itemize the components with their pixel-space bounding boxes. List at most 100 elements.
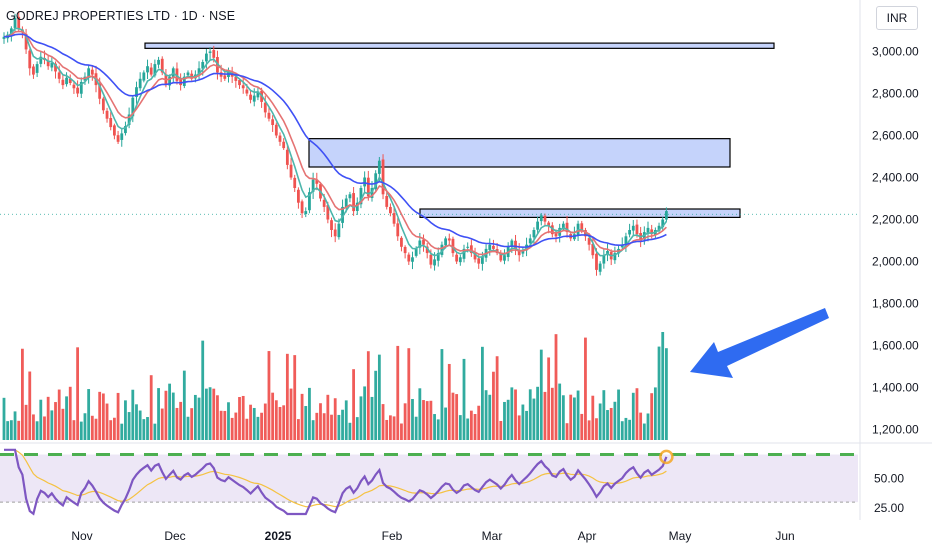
volume-bar — [186, 416, 190, 440]
candle-body — [628, 230, 631, 235]
candle-body — [35, 64, 39, 73]
currency-badge[interactable]: INR — [876, 6, 918, 30]
y-tick-label: 1,400.00 — [872, 381, 919, 395]
volume-bar — [138, 410, 142, 440]
candle-body — [271, 119, 275, 125]
volume-bar — [436, 419, 440, 440]
volume-bar — [495, 356, 499, 440]
candle-body — [315, 180, 319, 184]
volume-bar — [168, 383, 171, 440]
volume-bar — [447, 363, 451, 440]
zone-rectangle — [144, 42, 775, 49]
volume-bar — [543, 391, 547, 440]
volume-bar — [554, 334, 558, 440]
volume-bar — [153, 423, 157, 440]
candle-body — [492, 245, 495, 249]
volume-bar — [514, 389, 517, 440]
volume-bar — [609, 407, 613, 440]
candle-body — [385, 195, 389, 207]
volume-bar — [274, 400, 278, 440]
volume-bar — [344, 400, 348, 440]
volume-bar — [359, 396, 363, 440]
candle-body — [381, 159, 385, 195]
volume-bar — [576, 390, 580, 440]
volume-bar — [561, 395, 565, 440]
volume-bar — [411, 398, 414, 440]
volume-bars — [2, 332, 668, 440]
volume-bar — [171, 392, 175, 440]
volume-bar — [587, 420, 591, 440]
volume-bar — [484, 390, 488, 440]
volume-bar — [613, 401, 617, 440]
volume-bar — [146, 417, 149, 440]
candle-body — [120, 133, 124, 140]
candle-body — [488, 244, 492, 250]
volume-bar — [263, 403, 267, 440]
candle-body — [650, 229, 654, 235]
candle-body — [116, 135, 120, 142]
volume-bar — [506, 399, 510, 440]
volume-bar — [311, 420, 315, 440]
volume-bar — [639, 412, 643, 440]
candle-body — [510, 240, 514, 247]
candle-body — [131, 97, 135, 117]
volume-bar — [50, 410, 54, 440]
volume-bar — [355, 417, 359, 440]
x-tick-label: Feb — [382, 529, 403, 543]
chart-title: GODREJ PROPERTIES LTD · 1D · NSE — [6, 9, 236, 23]
rsi-tick-label: 25.00 — [874, 501, 904, 515]
volume-bar — [315, 412, 319, 440]
candle-body — [39, 56, 43, 64]
candle-body — [400, 237, 403, 247]
candle-body — [595, 253, 598, 270]
volume-bar — [57, 389, 61, 440]
candle-body — [17, 16, 21, 30]
candle-body — [308, 192, 311, 211]
candle-body — [429, 254, 433, 265]
candle-body — [223, 75, 227, 79]
axes: 3,000.00 2,800.00 2,600.00 2,400.00 2,200.00… — [0, 0, 919, 543]
candle-body — [539, 215, 543, 222]
volume-bar — [39, 399, 43, 440]
volume-bar — [179, 401, 183, 440]
candle-body — [447, 238, 451, 241]
volume-bar — [238, 397, 241, 440]
volume-bar — [591, 395, 595, 440]
candle-body — [418, 240, 422, 248]
candle-body — [606, 251, 609, 255]
candle-body — [481, 256, 484, 264]
candle-body — [422, 239, 425, 245]
volume-bar — [462, 358, 466, 440]
volume-bar — [381, 404, 385, 440]
volume-bar — [120, 423, 124, 440]
rsi-ma-line — [4, 449, 667, 508]
candle-body — [661, 219, 665, 228]
candle-body — [212, 50, 216, 58]
volume-bar — [278, 406, 282, 440]
volume-bar — [252, 407, 256, 440]
volume-bar — [642, 423, 646, 440]
volume-bar — [124, 400, 127, 440]
candle-body — [76, 87, 79, 94]
y-tick-label: 2,800.00 — [872, 87, 919, 101]
candle-body — [90, 69, 94, 75]
x-tick-label: Mar — [482, 529, 503, 543]
moving-averages — [3, 27, 668, 259]
volume-bar — [433, 414, 436, 440]
volume-bar — [385, 419, 389, 440]
volume-bar — [620, 421, 624, 440]
candle-body — [624, 236, 628, 246]
candle-body — [554, 232, 558, 237]
volume-bar — [661, 332, 665, 440]
rsi-pane — [0, 442, 932, 516]
candle-body — [602, 255, 606, 264]
volume-bar — [219, 410, 223, 440]
y-tick-label: 2,000.00 — [872, 255, 919, 269]
volume-bar — [157, 388, 160, 440]
candle-body — [256, 91, 260, 98]
candle-body — [359, 188, 363, 205]
volume-bar — [197, 397, 201, 440]
volume-bar — [297, 419, 300, 440]
rsi-highlight-marker — [659, 449, 674, 465]
